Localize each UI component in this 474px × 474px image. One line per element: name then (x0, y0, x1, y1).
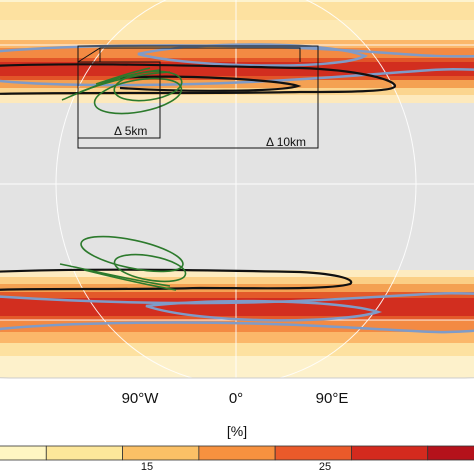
colorbar-swatch (0, 445, 47, 461)
colorbar-swatch (351, 445, 429, 461)
colorbar-unit-label: [%] (227, 423, 247, 439)
colorbar-tick-15: 15 (141, 461, 153, 473)
lon-tick-90e: 90°E (316, 390, 349, 407)
globe-outline (0, 377, 474, 379)
colorbar-swatch (198, 445, 276, 461)
colorbar (0, 445, 474, 461)
map-panel (0, 0, 474, 378)
north-frequency-bands (0, 0, 474, 103)
lon-tick-0: 0° (229, 390, 243, 407)
region-boxes (77, 45, 319, 149)
lon-tick-90w: 90°W (122, 390, 160, 407)
colorbar-swatch (45, 445, 123, 461)
colorbar-swatch (122, 445, 200, 461)
blue-contours (0, 43, 474, 334)
green-contours (59, 67, 187, 291)
outer-box-label: Δ 10km (266, 135, 306, 149)
colorbar-swatch (427, 445, 474, 461)
outer-box (77, 45, 319, 149)
colorbar-swatch (274, 445, 352, 461)
inner-box-label: Δ 5km (114, 124, 147, 138)
black-contours (0, 63, 397, 292)
colorbar-tick-25: 25 (319, 461, 331, 473)
